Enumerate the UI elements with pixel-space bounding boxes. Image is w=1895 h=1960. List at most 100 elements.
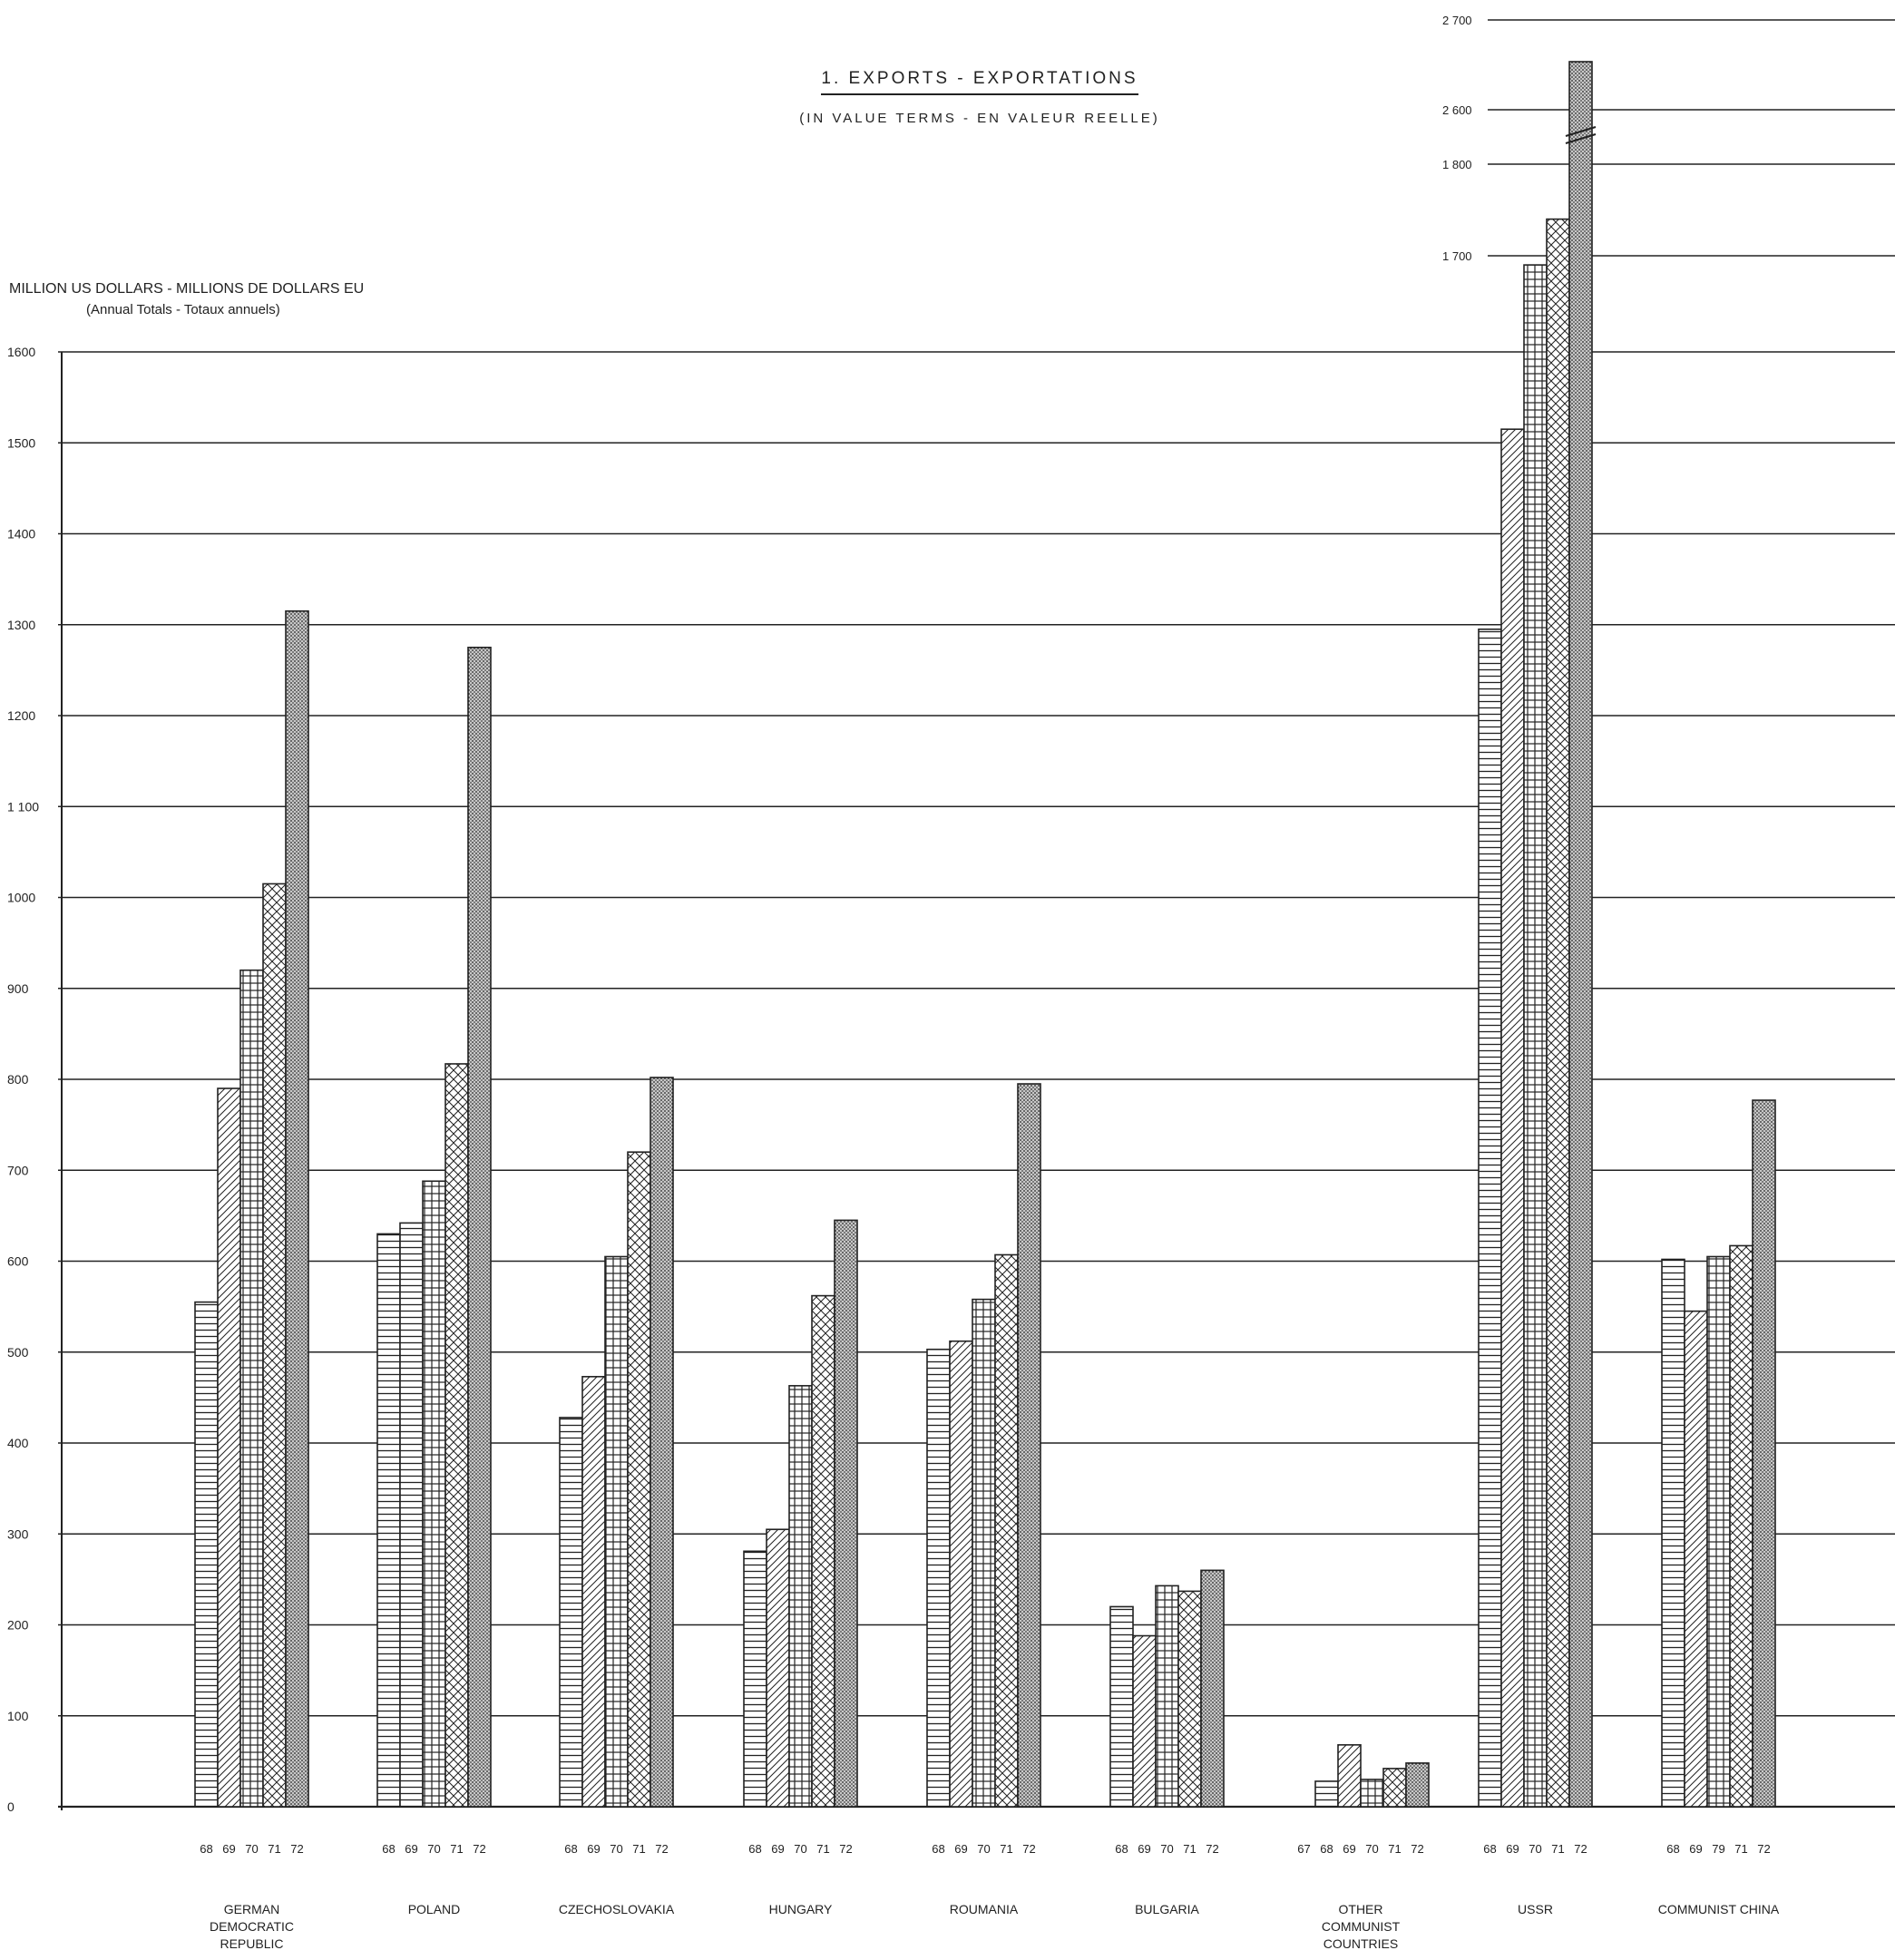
x-tick-label: 71 [816, 1842, 829, 1856]
bar [239, 969, 264, 1808]
bar [1017, 1083, 1041, 1808]
x-tick-label: 68 [1666, 1842, 1679, 1856]
x-tick-label: 69 [1506, 1842, 1519, 1856]
category-label: HUNGARY [769, 1902, 833, 1916]
chart-subtitle: (IN VALUE TERMS - EN VALEUR REELLE) [799, 111, 1160, 126]
y-axis-label: MILLION US DOLLARS - MILLIONS DE DOLLARS… [9, 281, 365, 297]
y-tick-label: 200 [7, 1618, 29, 1633]
x-tick-label: 71 [1183, 1842, 1196, 1856]
x-tick-label: 72 [473, 1842, 485, 1856]
category-label: COMMUNIST [1322, 1919, 1401, 1934]
x-tick-label: 72 [290, 1842, 303, 1856]
x-tick-label: 70 [1160, 1842, 1173, 1856]
y-tick-label: 1500 [7, 435, 35, 450]
x-tick-label: 71 [450, 1842, 463, 1856]
bar [1706, 1255, 1731, 1808]
category-label: DEMOCRATIC [210, 1919, 294, 1934]
bar [1109, 1605, 1134, 1808]
category-label: REPUBLIC [220, 1936, 283, 1951]
category-label: BULGARIA [1135, 1902, 1199, 1916]
axis-break-mark [1565, 126, 1597, 144]
bar [1200, 1569, 1225, 1808]
bar [422, 1180, 446, 1808]
bar [766, 1528, 790, 1808]
x-tick-label: 69 [587, 1842, 600, 1856]
x-tick-label: 72 [655, 1842, 668, 1856]
category-label: GERMAN [224, 1902, 279, 1916]
y-tick-label: 700 [7, 1163, 29, 1177]
bar [743, 1550, 767, 1808]
y-tick-label: 1600 [7, 345, 35, 359]
bar [1132, 1634, 1157, 1808]
bar [444, 1063, 469, 1808]
x-tick-label: 72 [1411, 1842, 1423, 1856]
category-label: CZECHOSLOVAKIA [559, 1902, 675, 1916]
bar [1337, 1744, 1362, 1808]
x-tick-label: 70 [977, 1842, 990, 1856]
bar [376, 1233, 401, 1808]
bar [1382, 1768, 1407, 1808]
y-tick-label: 800 [7, 1072, 29, 1087]
bar [217, 1087, 241, 1808]
bar [1177, 1590, 1202, 1808]
x-tick-label: 68 [748, 1842, 761, 1856]
x-tick-label: 69 [954, 1842, 967, 1856]
x-tick-label: 70 [794, 1842, 806, 1856]
bar [834, 1219, 858, 1808]
bar [194, 1301, 219, 1808]
bar [1405, 1762, 1430, 1808]
category-label: OTHER [1339, 1902, 1383, 1916]
upper-y-tick-label: 1 700 [1442, 249, 1472, 263]
x-tick-label: 79 [1712, 1842, 1724, 1856]
x-tick-label: 71 [632, 1842, 645, 1856]
bar [1729, 1244, 1753, 1808]
x-tick-label: 71 [1388, 1842, 1401, 1856]
x-tick-label: 69 [405, 1842, 417, 1856]
bar [1155, 1585, 1179, 1808]
x-tick-label: 69 [771, 1842, 784, 1856]
bar [1568, 61, 1593, 1808]
bar [1500, 428, 1525, 1808]
bar [604, 1255, 629, 1808]
y-tick-label: 1000 [7, 891, 35, 905]
bar [1478, 628, 1502, 1808]
x-tick-label: 72 [1206, 1842, 1218, 1856]
bar [972, 1298, 996, 1808]
y-tick-label: 500 [7, 1345, 29, 1360]
category-label: COMMUNIST CHINA [1658, 1902, 1780, 1916]
x-tick-label: 69 [1138, 1842, 1150, 1856]
y-tick-label: 900 [7, 981, 29, 996]
bar [581, 1376, 606, 1808]
x-tick-label: 71 [1000, 1842, 1012, 1856]
x-tick-label: 70 [610, 1842, 622, 1856]
bar [1546, 218, 1570, 1808]
bar [650, 1077, 674, 1808]
y-tick-label: 400 [7, 1436, 29, 1450]
x-tick-label: 71 [268, 1842, 280, 1856]
x-tick-label: 70 [427, 1842, 440, 1856]
bar [1684, 1310, 1708, 1808]
bar [559, 1417, 583, 1808]
x-tick-label: 68 [200, 1842, 212, 1856]
y-tick-label: 600 [7, 1254, 29, 1269]
y-tick-label: 100 [7, 1709, 29, 1723]
bar [1752, 1099, 1776, 1808]
x-tick-label: 68 [1320, 1842, 1333, 1856]
upper-y-tick-label: 2 600 [1442, 103, 1472, 117]
x-tick-label: 71 [1551, 1842, 1564, 1856]
x-tick-label: 69 [1689, 1842, 1702, 1856]
bar [1523, 264, 1548, 1808]
x-tick-label: 70 [245, 1842, 258, 1856]
x-tick-label: 72 [1022, 1842, 1035, 1856]
x-tick-label: 71 [1734, 1842, 1747, 1856]
chart-title-text: 1. EXPORTS - EXPORTATIONS [821, 69, 1138, 95]
upper-y-tick-label: 1 800 [1442, 158, 1472, 171]
x-tick-label: 70 [1365, 1842, 1378, 1856]
bar [399, 1222, 424, 1808]
bar [467, 647, 492, 1808]
y-tick-label: 300 [7, 1526, 29, 1541]
bar [788, 1385, 813, 1808]
bar [262, 882, 287, 1808]
x-tick-label: 72 [839, 1842, 852, 1856]
